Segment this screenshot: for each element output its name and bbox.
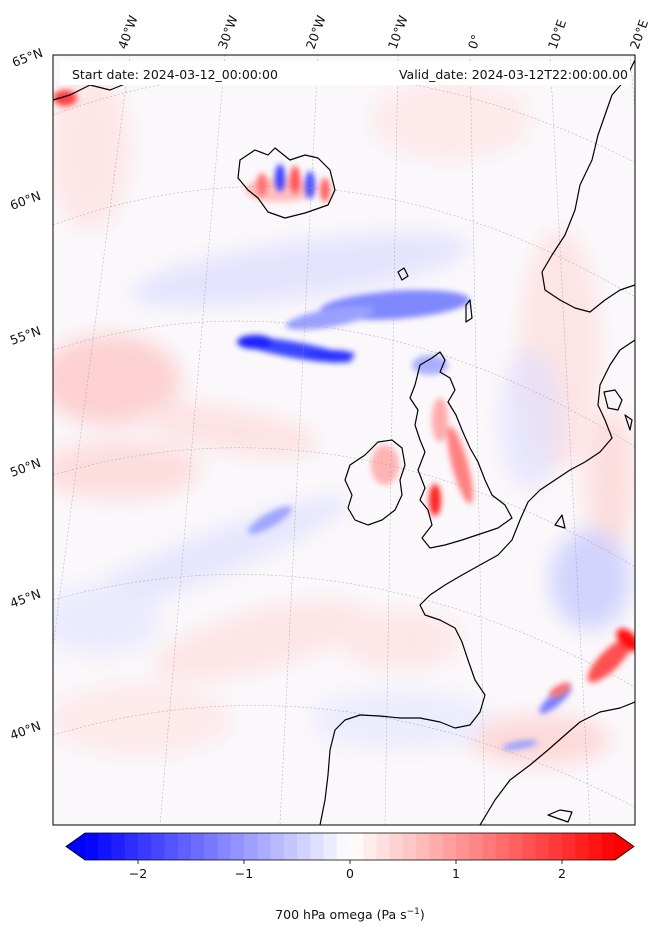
coastlines xyxy=(53,59,635,825)
colorbar-cell xyxy=(111,833,126,860)
start-date-label: Start date: 2024-03-12_00:00:00 xyxy=(72,67,278,82)
colorbar-cell xyxy=(98,833,113,860)
colorbar-cell xyxy=(469,833,484,860)
colorbar-cell xyxy=(416,833,431,860)
latitude-labels: 65°N 60°N 55°N 50°N 45°N 40°N xyxy=(8,45,45,743)
lat-label: 55°N xyxy=(8,323,43,348)
colorbar-cell xyxy=(601,833,616,860)
colorbar-cell xyxy=(535,833,550,860)
lon-label: 20°E xyxy=(627,18,651,51)
lat-label: 60°N xyxy=(8,188,43,213)
colorbar-tick-label: 0 xyxy=(346,866,354,881)
faroe-coast xyxy=(397,267,409,281)
lat-label: 45°N xyxy=(8,586,43,611)
colorbar-cells xyxy=(85,833,616,860)
colorbar-cell xyxy=(562,833,576,860)
ireland-coast xyxy=(344,439,406,526)
graticule xyxy=(53,55,635,825)
colorbar-cell xyxy=(495,833,510,860)
colorbar-tick-label: −1 xyxy=(235,866,253,881)
colorbar-cell xyxy=(310,833,325,860)
colorbar-cell xyxy=(389,833,404,860)
colorbar-cell xyxy=(230,833,245,860)
lat-label: 40°N xyxy=(8,718,43,743)
continent-coast xyxy=(319,339,635,825)
omega-field xyxy=(53,70,635,765)
colorbar-cell xyxy=(403,833,417,860)
valid-date-label: Valid_date: 2024-03-12T22:00:00.00 xyxy=(399,67,628,82)
colorbar-extend-low xyxy=(66,833,85,860)
island-coast xyxy=(603,389,623,411)
colorbar-cell xyxy=(270,833,285,860)
colorbar-cell xyxy=(522,833,537,860)
lon-label: 30°W xyxy=(215,13,241,51)
colorbar-extend-high xyxy=(615,833,634,860)
colorbar-outline xyxy=(65,832,635,861)
colorbar: −2 −1 0 1 2 xyxy=(65,832,635,881)
colorbar-label: 700 hPa omega (Pa s−1) xyxy=(275,907,425,922)
lon-label: 10°W xyxy=(385,13,411,51)
mediterranean-coast xyxy=(479,701,635,825)
colorbar-tick-label: 2 xyxy=(558,866,566,881)
colorbar-cell xyxy=(350,833,364,860)
colorbar-cell xyxy=(124,833,139,860)
colorbar-cell xyxy=(588,833,603,860)
lon-label: 20°W xyxy=(303,13,329,51)
colorbar-cell xyxy=(217,833,232,860)
colorbar-cell xyxy=(177,833,192,860)
colorbar-tick-label: 1 xyxy=(452,866,460,881)
colorbar-cell xyxy=(204,833,219,860)
colorbar-cell xyxy=(442,833,457,860)
colorbar-cell xyxy=(164,833,179,860)
colorbar-tick-label: −2 xyxy=(129,866,147,881)
colorbar-cell xyxy=(429,833,444,860)
lon-label: 40°W xyxy=(115,13,141,51)
sardinia-coast xyxy=(547,809,573,823)
iceland-coast xyxy=(237,147,336,219)
colorbar-cell xyxy=(244,833,258,860)
colorbar-cell xyxy=(297,833,311,860)
colorbar-cell xyxy=(191,833,205,860)
norway-coast xyxy=(541,59,635,313)
colorbar-cell xyxy=(151,833,166,860)
lat-label: 50°N xyxy=(8,455,43,480)
longitude-labels: 40°W 30°W 20°W 10°W 0° 10°E 20°E xyxy=(115,13,651,51)
colorbar-ticks: −2 −1 0 1 2 xyxy=(129,860,566,881)
colorbar-cell xyxy=(336,833,351,860)
colorbar-cell xyxy=(456,833,470,860)
colorbar-cell xyxy=(138,833,152,860)
colorbar-cell xyxy=(482,833,497,860)
colorbar-cell xyxy=(376,833,391,860)
great-britain-coast xyxy=(409,351,513,549)
colorbar-cell xyxy=(363,833,378,860)
lon-label: 0° xyxy=(465,33,484,51)
colorbar-cell xyxy=(548,833,563,860)
lon-label: 10°E xyxy=(545,18,569,51)
shetland-coast xyxy=(465,299,473,323)
colorbar-cell xyxy=(85,833,99,860)
map-frame xyxy=(52,54,636,826)
header-box xyxy=(60,61,630,85)
colorbar-cell xyxy=(257,833,272,860)
lat-label: 65°N xyxy=(10,45,45,70)
colorbar-cell xyxy=(509,833,523,860)
colorbar-cell xyxy=(323,833,338,860)
colorbar-cell xyxy=(283,833,298,860)
colorbar-cell xyxy=(575,833,590,860)
